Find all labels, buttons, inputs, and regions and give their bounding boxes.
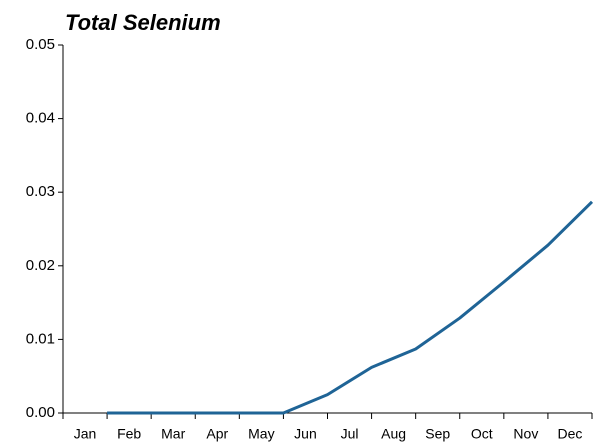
x-tick-label: Dec	[558, 426, 583, 442]
y-tick-label: 0.04	[26, 110, 55, 127]
x-tick-label: Oct	[471, 426, 493, 442]
chart-title: Total Selenium	[65, 10, 221, 35]
y-tick-label: 0.03	[26, 183, 55, 200]
x-tick-label: May	[248, 426, 274, 442]
x-tick-label: Aug	[381, 426, 406, 442]
x-tick-label: Apr	[206, 426, 228, 442]
x-tick-label: Jun	[294, 426, 317, 442]
y-tick-label: 0.05	[26, 36, 55, 53]
x-tick-label: Sep	[425, 426, 450, 442]
x-tick-label: Feb	[117, 426, 141, 442]
y-tick-label: 0.00	[26, 404, 55, 421]
series-line	[107, 200, 594, 415]
x-tick-label: Mar	[161, 426, 185, 442]
x-tick-label: Jul	[341, 426, 359, 442]
x-tick-label: Nov	[513, 426, 538, 442]
x-tick-label: Jan	[74, 426, 97, 442]
y-tick-label: 0.02	[26, 257, 55, 274]
y-tick-label: 0.01	[26, 330, 55, 347]
